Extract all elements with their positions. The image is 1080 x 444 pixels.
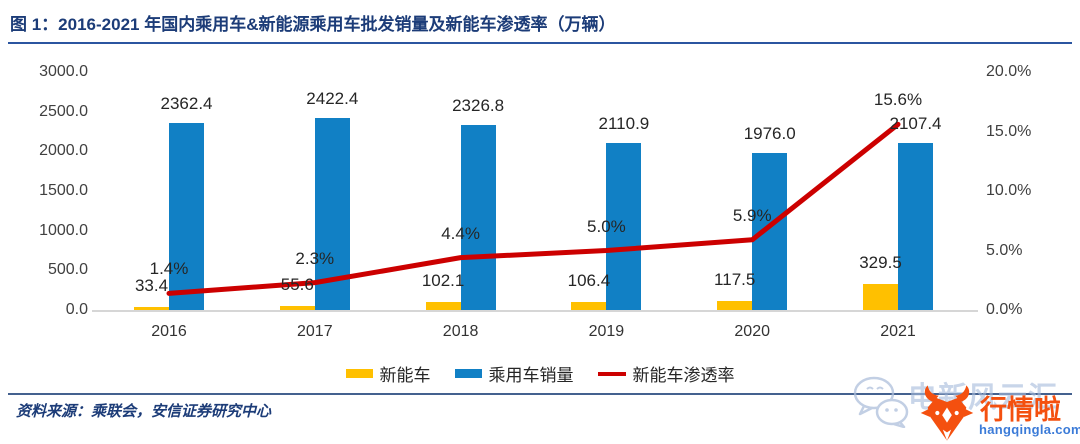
line-label: 4.4% [441, 223, 480, 243]
x-axis-label: 2016 [151, 323, 187, 340]
bar-pv [460, 125, 496, 310]
bar-label-nev: 33.4 [134, 276, 169, 296]
x-axis-label: 2021 [880, 323, 916, 340]
bar-label-pv: 2326.8 [452, 96, 505, 116]
y-axis-left-tick: 1000.0 [39, 221, 88, 239]
bar-pv [314, 117, 350, 310]
bar-nev [425, 301, 461, 310]
watermark-brand: 行情啦 [980, 395, 1061, 425]
title-rule [8, 42, 1072, 44]
legend-label: 新能车渗透率 [632, 366, 735, 385]
figure-title: 图 1：2016-2021 年国内乘用车&新能源乘用车批发销量及新能车渗透率（万… [10, 15, 616, 34]
legend-item: 新能车渗透率 [597, 361, 735, 386]
bar-label-pv: 1976.0 [743, 124, 796, 144]
x-axis-line [92, 310, 978, 312]
x-axis-label: 2019 [588, 323, 625, 340]
y-axis-left-tick: 2500.0 [39, 102, 88, 120]
footer-rule [8, 393, 1072, 395]
bar-label-nev: 117.5 [714, 269, 756, 289]
watermark: 电新风云汇 行情啦 hangqingla.com [848, 372, 1080, 444]
line-label: 5.0% [587, 216, 626, 236]
bar-nev [279, 305, 315, 310]
y-axis-right-tick: 15.0% [986, 122, 1032, 140]
wechat-icon [853, 376, 909, 428]
y-axis-left-tick: 0.0 [65, 301, 88, 318]
y-axis-right-tick: 5.0% [986, 241, 1023, 259]
y-axis-right-tick: 0.0% [986, 301, 1023, 318]
y-axis-left-tick: 500.0 [47, 261, 88, 279]
line-label: 1.4% [149, 259, 189, 279]
source-note: 资料来源：乘联会，安信证券研究中心 [16, 404, 272, 420]
watermark-domain: hangqingla.com [979, 422, 1080, 437]
legend-label: 新能车 [379, 366, 431, 385]
bar-nev [863, 283, 898, 310]
bar-label-pv: 2362.4 [160, 93, 213, 113]
x-axis-label: 2017 [297, 323, 333, 340]
legend-item: 乘用车销量 [454, 361, 574, 386]
bar-label-pv: 2422.4 [306, 88, 359, 108]
bar-label-nev: 55.6 [280, 274, 314, 294]
bar-nev [134, 307, 169, 310]
bar-label-pv: 2110.9 [598, 113, 650, 133]
y-axis-right-tick: 10.0% [986, 182, 1032, 199]
bar-label-nev: 102.1 [421, 270, 465, 290]
chart-legend: 新能车 乘用车销量 新能车渗透率 [0, 361, 1080, 386]
line-label: 5.9% [732, 205, 772, 225]
x-axis-label: 2020 [734, 323, 770, 340]
bull-logo-icon [920, 385, 974, 441]
y-axis-left-tick: 3000.0 [39, 63, 88, 80]
y-axis-left-tick: 1500.0 [39, 182, 88, 199]
y-axis-left-tick: 2000.0 [39, 142, 88, 160]
line-label: 15.6% [873, 90, 923, 110]
legend-item: 新能车 [345, 361, 431, 386]
bar-nev [717, 300, 753, 310]
bar-label-nev: 329.5 [859, 252, 902, 272]
x-axis-label: 2018 [442, 323, 479, 340]
legend-swatch-icon [345, 369, 373, 378]
bar-pv [898, 142, 933, 310]
bar-pv [169, 122, 204, 310]
y-axis-right-tick: 20.0% [986, 63, 1032, 80]
legend-label: 乘用车销量 [488, 366, 574, 385]
bar-label-pv: 2107.4 [889, 113, 942, 133]
bar-nev [571, 301, 607, 310]
line-label: 2.3% [295, 248, 335, 268]
bar-pv [752, 153, 788, 310]
legend-swatch-icon [597, 371, 626, 376]
bar-label-nev: 106.4 [567, 270, 611, 290]
legend-swatch-icon [454, 369, 482, 378]
